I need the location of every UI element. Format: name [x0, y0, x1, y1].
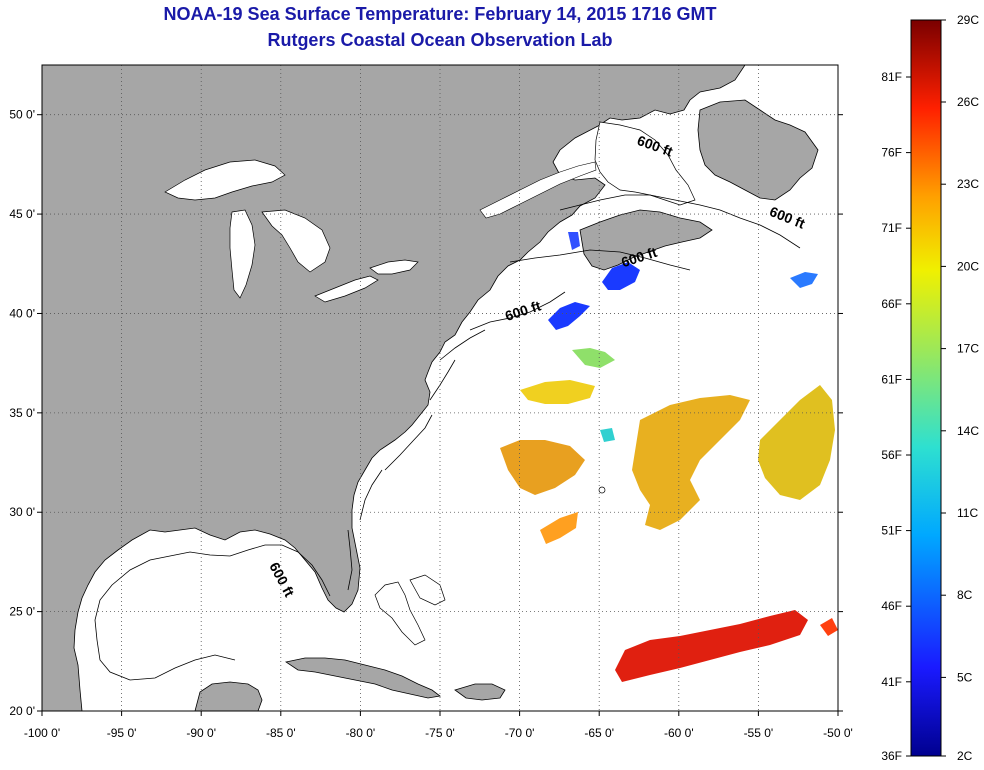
colorbar-fahrenheit-label: 66F: [881, 297, 902, 311]
colorbar-celsius-label: 26C: [957, 95, 979, 109]
colorbar-celsius-label: 11C: [957, 506, 978, 520]
lon-tick-label: -100 0': [24, 726, 60, 740]
colorbar-celsius-label: 2C: [957, 749, 973, 763]
lon-tick-label: -55 0': [744, 726, 774, 740]
land-cuba: [284, 657, 441, 699]
lon-tick-label: -85 0': [266, 726, 296, 740]
map-subtitle: Rutgers Coastal Ocean Observation Lab: [267, 30, 613, 50]
lat-tick-label: 30 0': [9, 505, 35, 519]
colorbar-celsius-label: 23C: [957, 177, 979, 191]
map-title: NOAA-19 Sea Surface Temperature: Februar…: [163, 4, 717, 24]
lake-superior: [164, 159, 286, 201]
latitude-axis: 20 0' 25 0' 30 0' 35 0' 40 0' 45 0' 50 0': [9, 108, 843, 718]
lake-huron: [261, 209, 331, 273]
lon-tick-label: -90 0': [186, 726, 216, 740]
colorbar-celsius-label: 5C: [957, 670, 973, 684]
longitude-axis: -100 0' -95 0' -90 0' -85 0' -80 0' -75 0' -70…: [24, 711, 853, 740]
colorbar-celsius-label: 29C: [957, 13, 979, 27]
shelf-contour-east: [347, 194, 801, 591]
colorbar-fahrenheit-label: 36F: [881, 749, 902, 763]
bahamas-banks: [374, 574, 446, 646]
lon-tick-label: -70 0': [505, 726, 535, 740]
colorbar-fahrenheit-label: 56F: [881, 448, 902, 462]
lon-tick-label: -75 0': [425, 726, 455, 740]
colorbar-fahrenheit-label: 76F: [881, 146, 902, 160]
land-hispaniola: [454, 683, 506, 701]
colorbar-fahrenheit-label: 81F: [881, 70, 902, 84]
lake-ontario: [369, 259, 419, 275]
lake-erie: [314, 275, 379, 303]
lon-tick-label: -50 0': [823, 726, 853, 740]
colorbar-fahrenheit-label: 41F: [881, 675, 902, 689]
lon-tick-label: -65 0': [584, 726, 614, 740]
sst-data-layer: [500, 232, 838, 682]
colorbar-celsius-label: 14C: [957, 424, 979, 438]
lat-tick-label: 50 0': [9, 108, 35, 122]
land-yucatan: [194, 681, 263, 711]
lat-tick-label: 25 0': [9, 605, 35, 619]
colorbar-fahrenheit-labels: 81F 76F 71F 66F 61F 56F 51F 46F 41F 36F: [881, 70, 911, 763]
lat-tick-label: 35 0': [9, 406, 35, 420]
colorbar-celsius-label: 8C: [957, 588, 973, 602]
shelf-contour-gulf: [94, 544, 331, 681]
colorbar-celsius-labels: 29C 26C 23C 20C 17C 14C 11C 8C 5C 2C: [941, 13, 979, 763]
colorbar-fahrenheit-label: 61F: [881, 372, 902, 386]
colorbar-celsius-label: 20C: [957, 259, 979, 273]
st-lawrence-river: [479, 161, 597, 219]
land-north-america: [42, 65, 746, 711]
colorbar: [910, 19, 942, 757]
lat-tick-label: 40 0': [9, 306, 35, 320]
lake-michigan: [229, 209, 256, 299]
lon-tick-label: -60 0': [664, 726, 694, 740]
colorbar-celsius-label: 17C: [957, 342, 979, 356]
lon-tick-label: -80 0': [346, 726, 376, 740]
lon-tick-label: -95 0': [107, 726, 137, 740]
colorbar-fahrenheit-label: 51F: [881, 524, 902, 538]
graticule: [42, 65, 838, 711]
colorbar-fahrenheit-label: 71F: [881, 221, 902, 235]
lat-tick-label: 20 0': [9, 704, 35, 718]
lat-tick-label: 45 0': [9, 207, 35, 221]
colorbar-fahrenheit-label: 46F: [881, 599, 902, 613]
